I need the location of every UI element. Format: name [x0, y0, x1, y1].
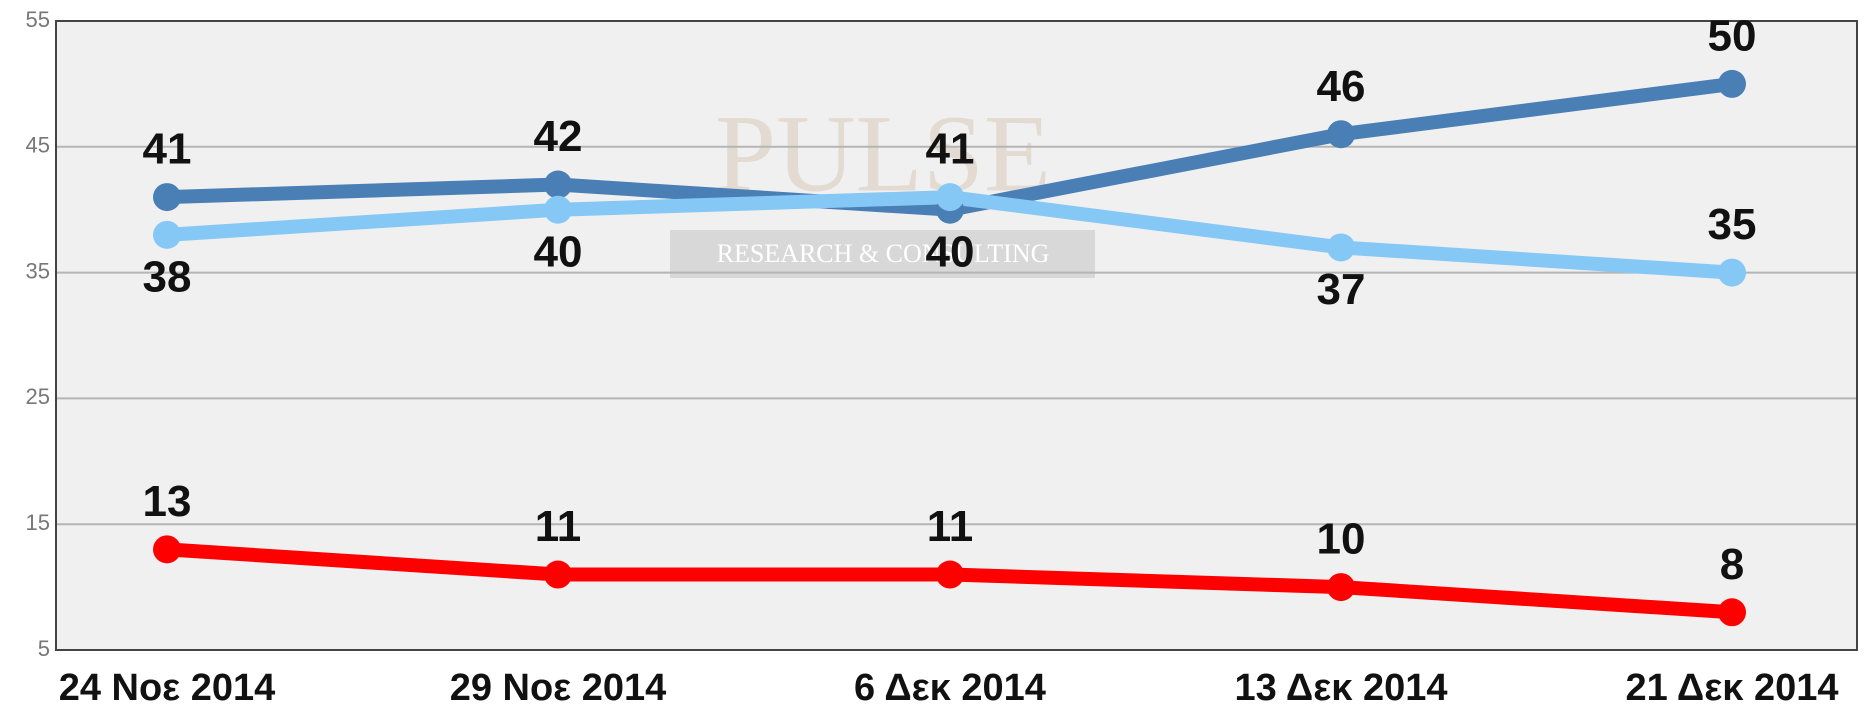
point: [936, 560, 964, 589]
y-tick-label: 5: [38, 636, 50, 661]
data-label: 40: [926, 227, 975, 276]
point: [1327, 233, 1355, 262]
x-tick-label: 24 Νοε 2014: [59, 667, 276, 708]
point: [1327, 573, 1355, 602]
data-label: 40: [534, 227, 583, 276]
x-tick-label: 6 Δεκ 2014: [854, 667, 1046, 708]
data-label: 46: [1317, 62, 1366, 111]
data-label: 13: [143, 477, 192, 526]
point: [544, 560, 572, 589]
point: [1718, 258, 1746, 287]
data-label: 38: [143, 252, 192, 301]
watermark-band: [670, 230, 1095, 278]
plot-background: [56, 21, 1857, 650]
point: [1327, 120, 1355, 149]
point: [1718, 598, 1746, 627]
plot-frame: [55, 20, 1858, 651]
x-tick-label: 13 Δεκ 2014: [1234, 667, 1447, 708]
data-label: 41: [143, 125, 192, 174]
data-label: 35: [1708, 200, 1757, 249]
y-tick-label: 35: [26, 258, 50, 283]
y-tick-label: 25: [26, 384, 50, 409]
data-label: 10: [1317, 515, 1366, 564]
point: [544, 195, 572, 224]
data-label: 41: [926, 125, 975, 174]
data-label: 50: [1708, 12, 1757, 61]
data-label: 8: [1720, 540, 1744, 589]
y-tick-label: 45: [26, 133, 50, 158]
point: [1718, 69, 1746, 98]
point: [153, 183, 181, 212]
x-tick-label: 21 Δεκ 2014: [1625, 667, 1838, 708]
point: [153, 535, 181, 564]
point: [936, 183, 964, 212]
watermark-subtitle: RESEARCH & CONSULTING: [717, 239, 1050, 268]
y-tick-label: 15: [26, 510, 50, 535]
data-label: 11: [535, 502, 582, 551]
y-tick-label: 55: [26, 7, 50, 32]
data-label: 42: [534, 112, 583, 161]
point: [544, 170, 572, 199]
x-tick-label: 29 Νοε 2014: [450, 667, 667, 708]
data-label: 37: [1317, 265, 1366, 314]
watermark: PULSE RESEARCH & CONSULTING: [670, 92, 1095, 278]
point: [153, 220, 181, 249]
data-label: 11: [927, 502, 974, 551]
